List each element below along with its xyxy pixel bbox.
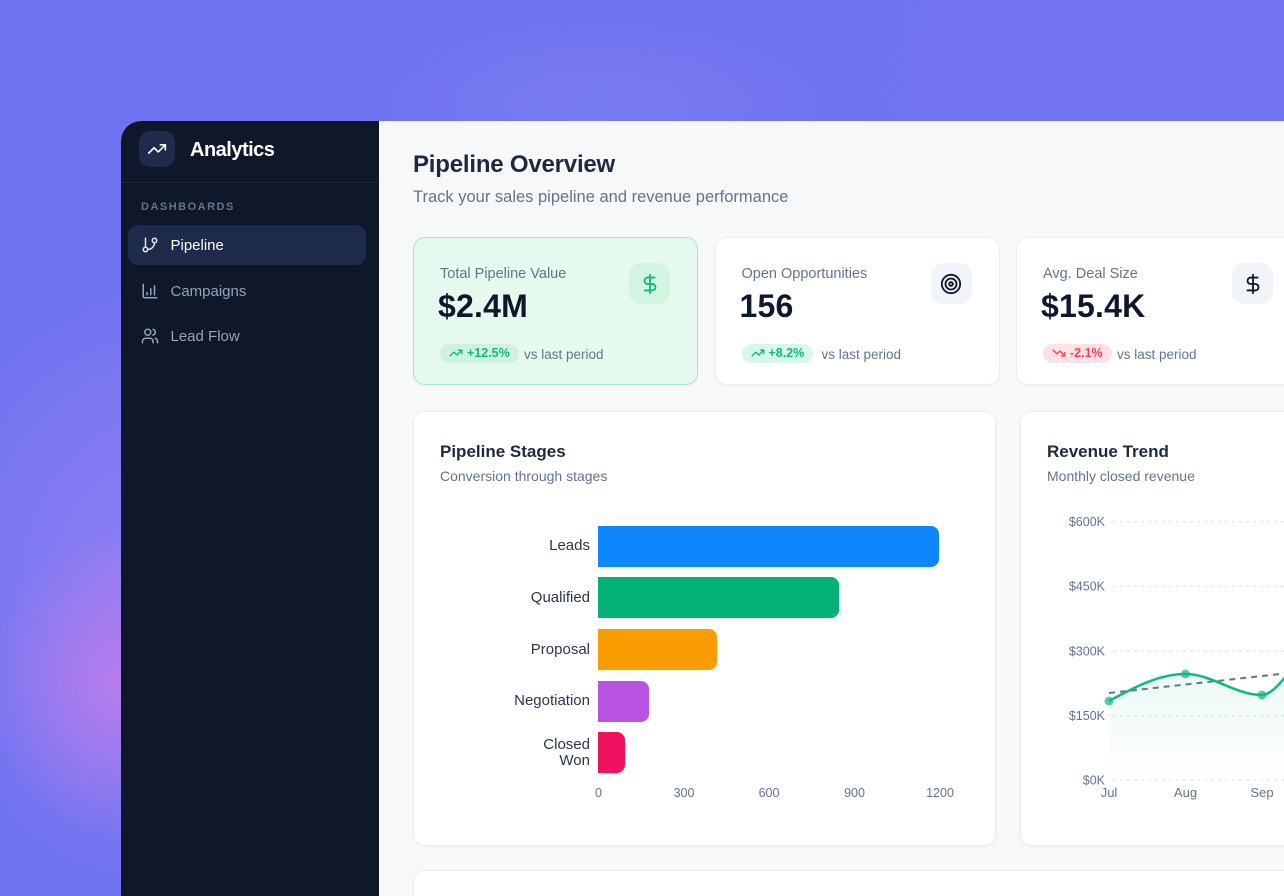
svg-text:$450K: $450K — [1069, 580, 1106, 594]
svg-text:$150K: $150K — [1069, 709, 1106, 723]
svg-text:Aug: Aug — [1174, 785, 1197, 800]
svg-text:$300K: $300K — [1069, 644, 1106, 658]
svg-text:$0K: $0K — [1083, 774, 1106, 788]
svg-text:$600K: $600K — [1069, 515, 1106, 529]
svg-text:Sep: Sep — [1250, 785, 1273, 800]
svg-text:Jul: Jul — [1101, 785, 1118, 800]
